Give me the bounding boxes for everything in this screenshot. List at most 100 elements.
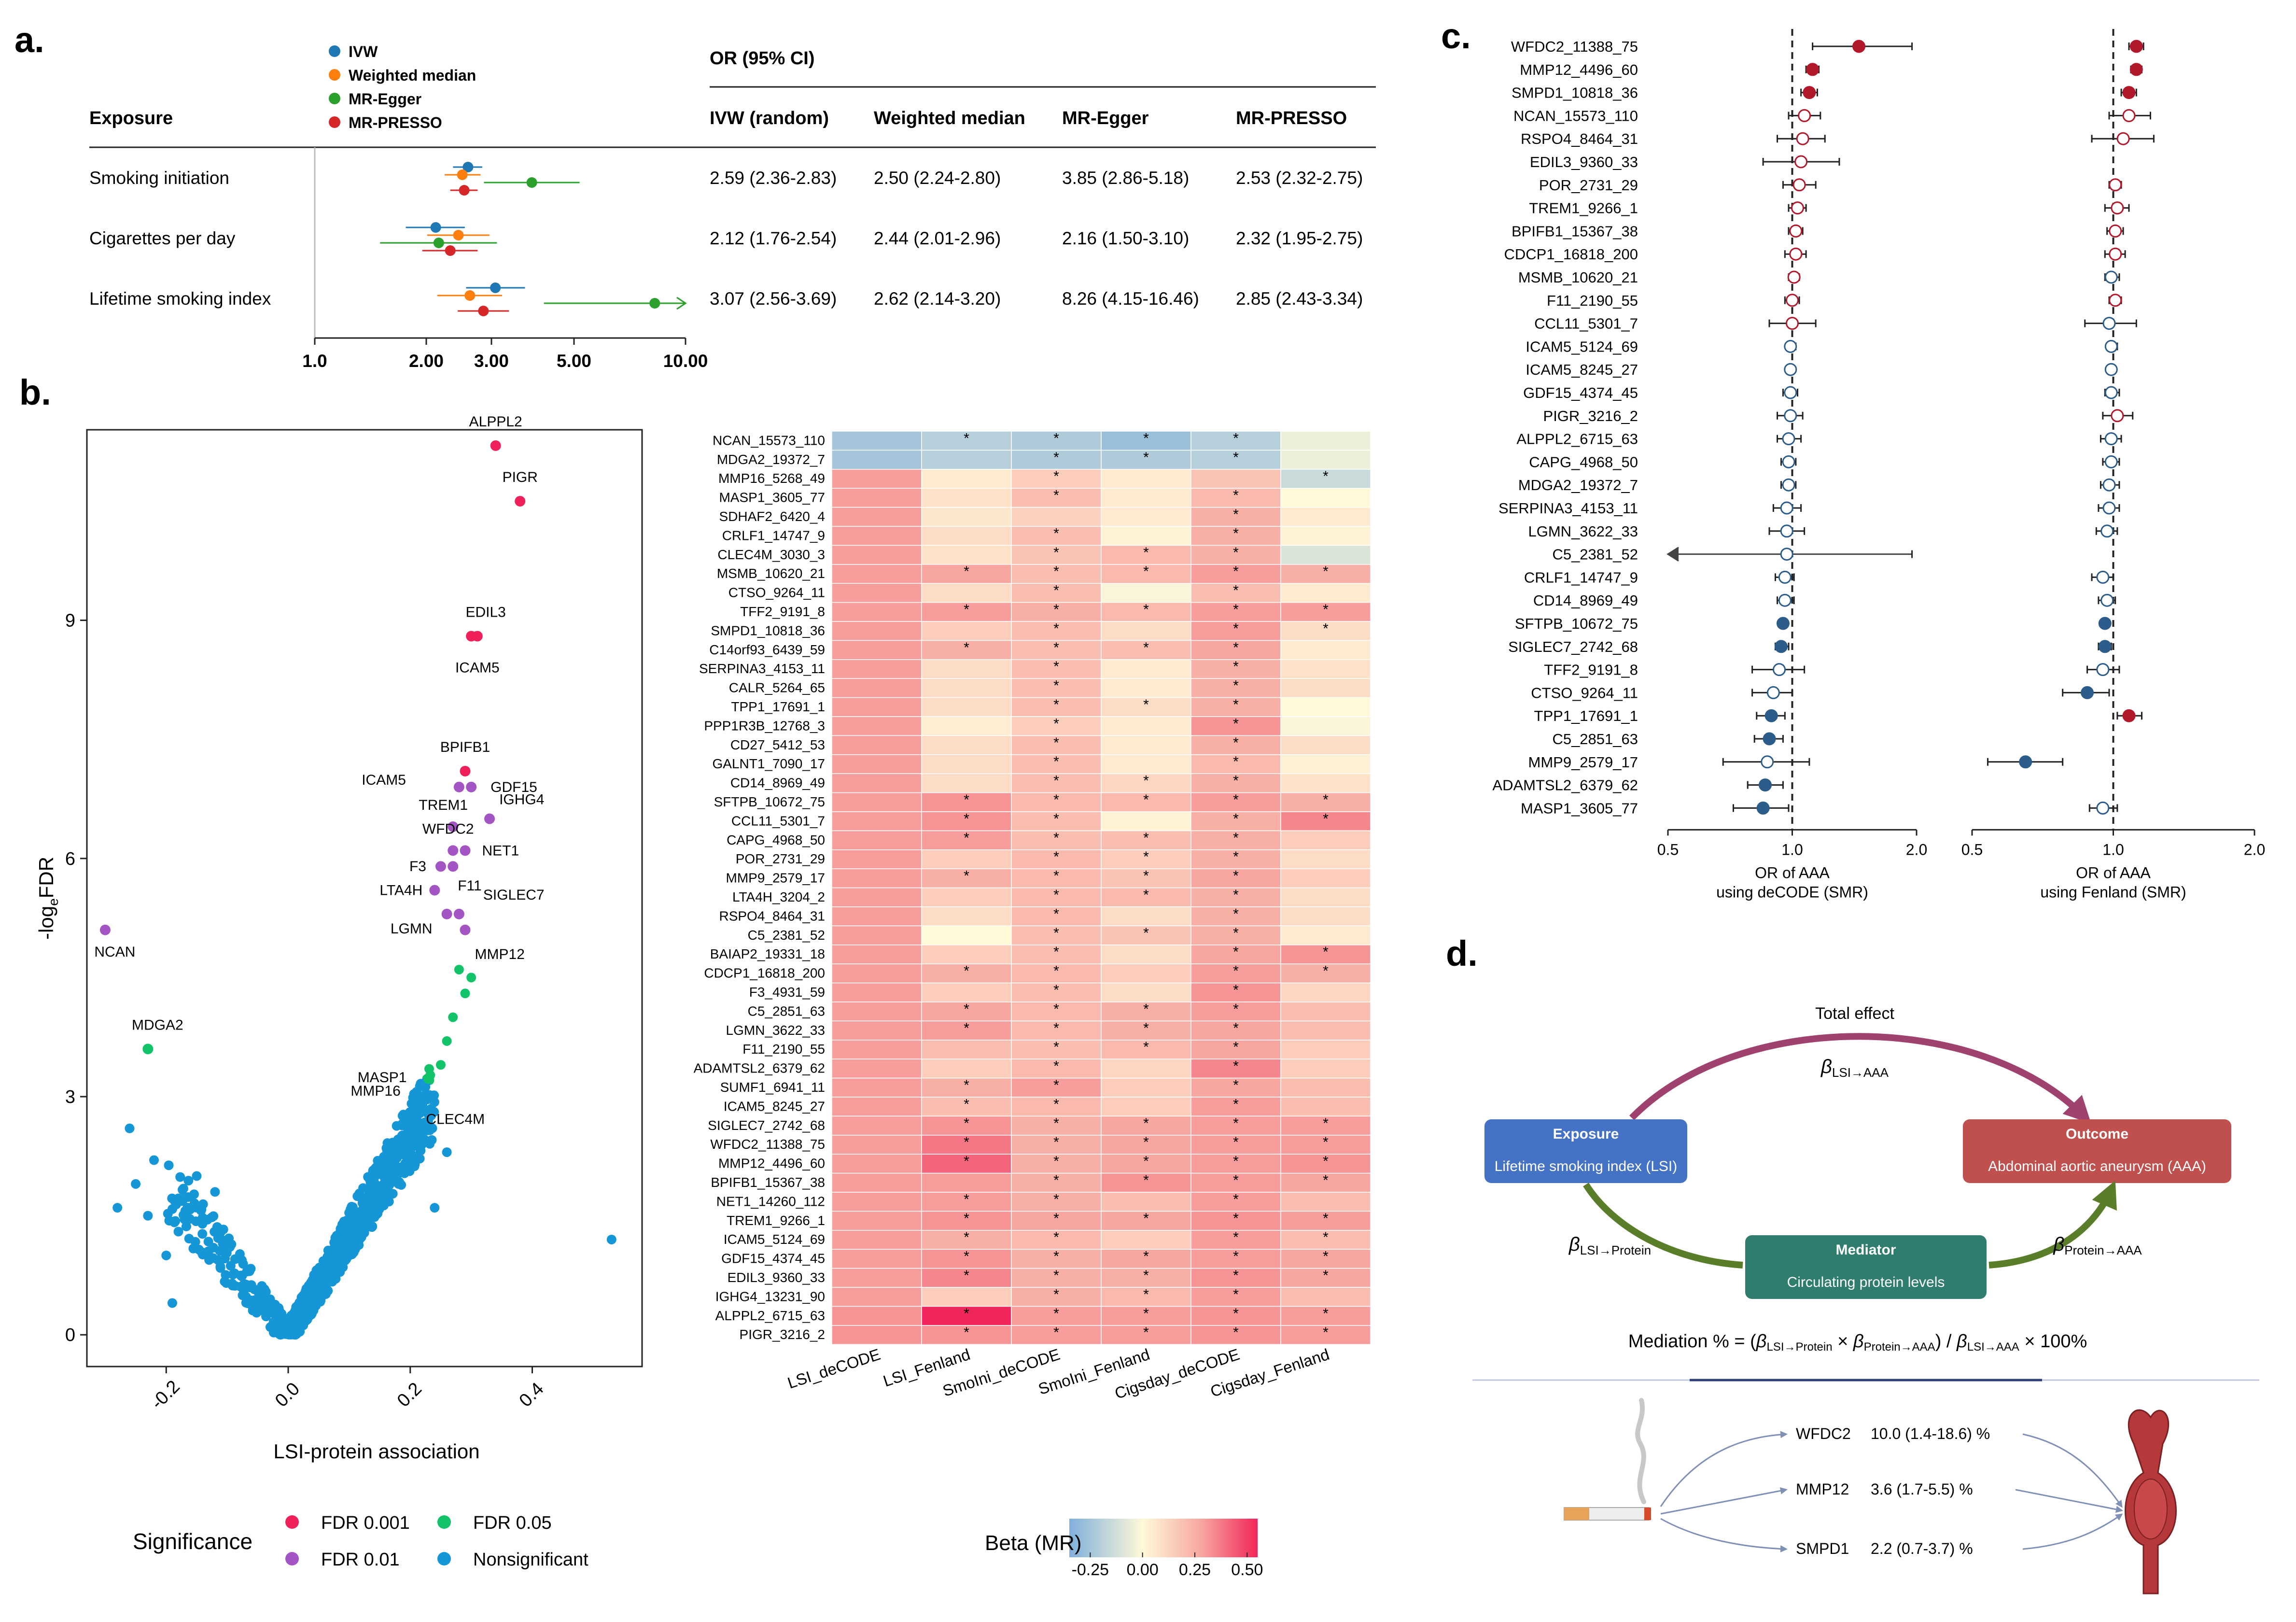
- legend-swatch-nonsignificant: [437, 1552, 451, 1566]
- heatmap-cell: [1011, 1325, 1102, 1345]
- heatmap-cell: [1190, 830, 1281, 850]
- exposure-header: Exposure: [89, 108, 173, 128]
- heatmap-cell: [921, 450, 1012, 470]
- significance-star: *: [1323, 1229, 1329, 1245]
- forest-c-point: [2102, 501, 2116, 515]
- volcano-point: [250, 1295, 260, 1305]
- forest-c-row-label: RSPO4_8464_31: [1521, 130, 1638, 147]
- heatmap-cell: [1011, 1020, 1102, 1041]
- heatmap-cell: [1011, 906, 1102, 927]
- heatmap-cell: [1101, 963, 1191, 984]
- forest-c-point: [1758, 778, 1772, 792]
- beta-a: βLSI→Protein: [1568, 1234, 1651, 1257]
- significance-star: *: [1233, 1268, 1239, 1283]
- heatmap-cell: [1011, 450, 1102, 470]
- volcano-point: [322, 1255, 332, 1266]
- significance-star: *: [1233, 697, 1239, 713]
- heatmap-cell: [1101, 925, 1191, 945]
- colorbar-ticks: -0.25 0.00 0.25 0.50: [1072, 1552, 1263, 1579]
- path-b-arrow: [1988, 1180, 2117, 1269]
- volcano-point: [218, 1235, 228, 1245]
- point-estimate: [462, 162, 474, 172]
- forest-c-point: [2104, 386, 2118, 399]
- significance-star: *: [1053, 430, 1059, 446]
- significance-star: *: [1233, 1134, 1239, 1150]
- significance-star: *: [1233, 1191, 1239, 1207]
- significance-star: *: [964, 811, 969, 827]
- volcano-point: [429, 1097, 439, 1107]
- volcano-point: [197, 1213, 208, 1223]
- point-estimate: [478, 306, 489, 316]
- heatmap-cell: [1011, 1058, 1102, 1079]
- heatmap-cell: [921, 887, 1012, 907]
- mediator-box: [1745, 1235, 1987, 1299]
- heatmap-cell: [1011, 811, 1102, 832]
- heatmap-cell: [1190, 678, 1281, 698]
- significance-star: *: [964, 868, 969, 884]
- significance-star: *: [1233, 925, 1239, 941]
- forest-c-point: [1798, 109, 1811, 122]
- significance-star: *: [1233, 868, 1239, 884]
- significance-star: *: [1053, 640, 1059, 656]
- significance-star: *: [1053, 525, 1059, 541]
- heatmap-row-label: CLEC4M_3030_3: [717, 547, 825, 562]
- panel-a: IVW Weighted median MR-Egger MR-PRESSO E…: [89, 43, 1376, 371]
- volcano-point: [418, 1081, 428, 1091]
- heatmap-cell: [1101, 982, 1191, 1002]
- or-cell: 2.85 (2.43-3.34): [1236, 289, 1363, 309]
- heatmap-cell: [1280, 678, 1371, 698]
- heatmap-cell: [831, 488, 922, 508]
- volcano-labeled-point: [466, 781, 477, 792]
- heatmap-cell: [1280, 1211, 1371, 1231]
- legend-label-fdr-005: FDR 0.05: [473, 1513, 552, 1533]
- volcano-point: [374, 1158, 384, 1168]
- volcano-point: [173, 1227, 183, 1237]
- significance-star: *: [1233, 488, 1239, 504]
- forest-c-row-label: CDCP1_16818_200: [1504, 246, 1638, 263]
- forest-c-point: [1806, 63, 1820, 76]
- heatmap-row-label: SFTPB_10672_75: [714, 794, 825, 809]
- heatmap-cell: [1190, 963, 1281, 984]
- significance-star: *: [1233, 430, 1239, 446]
- significance-star: *: [1233, 830, 1239, 846]
- heatmap-cell: [1101, 1306, 1191, 1326]
- volcano-labeled-point: [411, 1091, 422, 1102]
- heatmap-row-label: C5_2381_52: [748, 928, 825, 943]
- volcano-point: [302, 1293, 312, 1303]
- panel-label-d: d.: [1446, 933, 1478, 973]
- heatmap-cell: [921, 469, 1012, 489]
- volcano-point: [215, 1263, 225, 1273]
- forest-c-point: [1791, 201, 1804, 215]
- heatmap-cell: [1190, 602, 1281, 622]
- heatmap-cell: [1011, 621, 1102, 641]
- heatmap-cell: [831, 564, 922, 584]
- heatmap-cell: [1011, 1172, 1102, 1193]
- heatmap-cell: [831, 583, 922, 603]
- significance-star: *: [1143, 1154, 1149, 1170]
- significance-star: *: [1233, 640, 1239, 656]
- heatmap-cell: [1101, 1230, 1191, 1250]
- volcano-labeled-point: [453, 908, 464, 919]
- volcano-labeled-point: [448, 861, 459, 872]
- volcano-point: [397, 1119, 407, 1129]
- significance-star: *: [1233, 982, 1239, 998]
- forest-c-tick-label: 2.0: [1906, 841, 1927, 858]
- volcano-point: [183, 1175, 194, 1185]
- heatmap-cell: [1190, 887, 1281, 907]
- forest-a-marks: [380, 162, 687, 316]
- y-tick-label: 9: [65, 611, 75, 631]
- point-estimate: [490, 282, 501, 293]
- mediator-name: SMPD1: [1796, 1540, 1849, 1557]
- formula-sub: LSI→Protein: [1767, 1340, 1833, 1354]
- significance-star: *: [1053, 697, 1059, 713]
- heatmap-cell: [1101, 945, 1191, 964]
- heatmap-cell: [921, 945, 1012, 964]
- significance-star: *: [1053, 716, 1059, 732]
- forest-c-row-label: SMPD1_10818_36: [1512, 85, 1638, 101]
- heatmap-cell: [921, 621, 1012, 641]
- forest-c-tick-label: 2.0: [2244, 841, 2265, 858]
- colorbar-tick-label: 0.50: [1231, 1561, 1263, 1579]
- volcano-point: [204, 1255, 214, 1265]
- significance-star: *: [1143, 792, 1149, 808]
- volcano-point: [178, 1210, 188, 1220]
